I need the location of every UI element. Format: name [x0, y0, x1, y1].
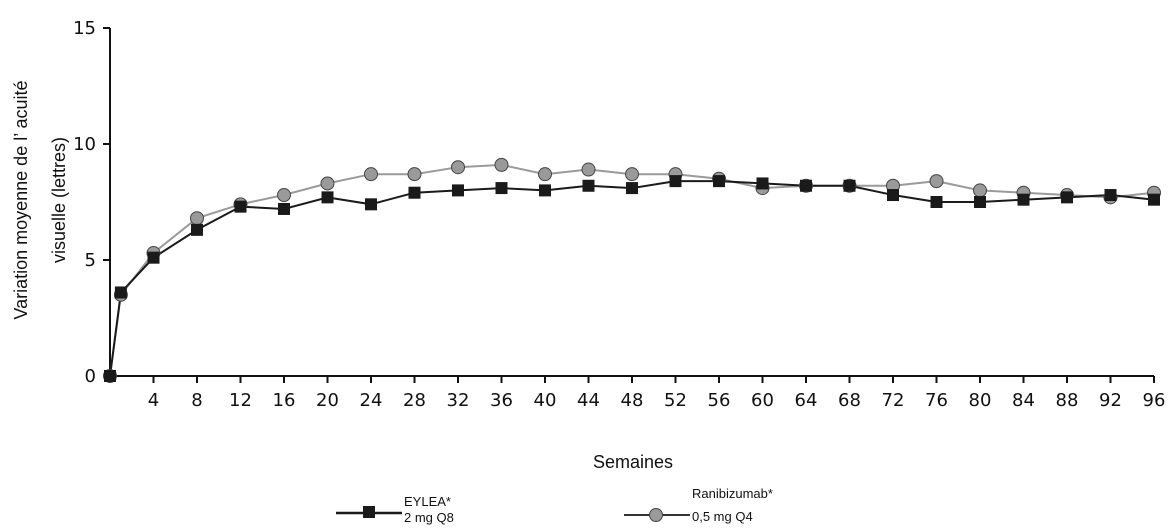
data-point-ranibizumab	[973, 183, 987, 198]
y-tick-label: 15	[73, 18, 96, 39]
legend-item-eylea: EYLEA* 2 mg Q8	[336, 494, 454, 525]
series-line-ranibizumab	[109, 163, 1155, 377]
data-point-eylea	[321, 191, 334, 204]
data-point-eylea	[887, 189, 899, 202]
legend-label-ranibizumab-line2: 0,5 mg Q4	[692, 509, 753, 524]
data-point-eylea	[626, 182, 638, 195]
y-tick-label: 10	[73, 134, 96, 155]
x-tick-label: 16	[273, 390, 296, 411]
data-point-ranibizumab	[190, 211, 204, 226]
x-tick-label: 24	[360, 390, 383, 411]
data-point-ranibizumab	[625, 167, 639, 182]
data-point-eylea	[669, 175, 682, 188]
data-point-eylea	[582, 179, 595, 192]
data-point-eylea	[1104, 189, 1117, 202]
data-point-eylea	[495, 182, 508, 195]
data-point-ranibizumab	[320, 176, 335, 191]
legend: EYLEA* 2 mg Q8 Ranibizumab* 0,5 mg Q4	[336, 486, 773, 525]
data-point-ranibizumab	[364, 167, 378, 182]
x-tick-label: 52	[664, 390, 687, 411]
x-tick-label: 28	[403, 390, 426, 411]
data-point-eylea	[147, 251, 160, 264]
data-point-ranibizumab	[494, 157, 509, 172]
data-point-eylea	[365, 198, 377, 211]
data-point-ranibizumab	[929, 174, 944, 189]
x-tick-label: 32	[447, 390, 470, 411]
x-tick-label: 60	[751, 390, 774, 411]
legend-label-eylea-line1: EYLEA*	[404, 494, 451, 509]
legend-label-eylea-line2: 2 mg Q8	[404, 510, 454, 525]
legend-marker-circle-icon	[649, 508, 663, 522]
series-layer	[103, 157, 1161, 383]
data-point-eylea	[1017, 193, 1030, 206]
data-point-eylea	[539, 184, 551, 197]
x-axis-label: Semaines	[593, 452, 673, 472]
x-tick-label: 68	[838, 390, 861, 411]
x-tick-label: 84	[1012, 390, 1035, 411]
legend-marker-square-icon	[363, 506, 375, 518]
data-point-eylea	[930, 196, 943, 208]
x-tick-label: 40	[534, 390, 557, 411]
x-tick-label: 4	[148, 390, 159, 411]
y-tick-label: 0	[85, 366, 96, 387]
data-point-eylea	[408, 186, 421, 199]
data-point-ranibizumab	[538, 167, 552, 182]
data-point-eylea	[713, 175, 725, 188]
data-point-ranibizumab	[277, 188, 291, 203]
data-point-eylea	[452, 184, 464, 197]
data-point-eylea	[843, 179, 856, 192]
x-tick-label: 36	[490, 390, 513, 411]
data-point-ranibizumab	[451, 160, 465, 175]
data-point-eylea	[278, 202, 290, 215]
x-tick-label: 92	[1099, 390, 1122, 411]
x-tick-label: 8	[191, 390, 202, 411]
y-axis-label-line1: Variation moyenne de l’ acuité	[11, 80, 31, 319]
x-tick-label: 44	[577, 390, 600, 411]
data-point-ranibizumab	[581, 162, 596, 177]
y-tick-label: 5	[85, 250, 96, 271]
data-point-eylea	[191, 223, 203, 236]
series-line-eylea	[109, 180, 1155, 377]
data-point-eylea	[234, 200, 247, 213]
x-tick-label: 20	[316, 390, 339, 411]
x-tick-label: 76	[925, 390, 948, 411]
data-point-eylea	[800, 179, 812, 192]
x-tick-label: 48	[621, 390, 644, 411]
data-point-eylea	[1148, 193, 1160, 206]
data-point-eylea	[756, 177, 769, 190]
data-point-ranibizumab	[407, 167, 422, 182]
x-tick-label: 72	[882, 390, 905, 411]
x-tick-label: 12	[229, 390, 252, 411]
x-tick-label: 88	[1056, 390, 1079, 411]
legend-item-ranibizumab: Ranibizumab* 0,5 mg Q4	[624, 486, 773, 524]
x-tick-label: 80	[969, 390, 992, 411]
x-tick-label: 56	[708, 390, 731, 411]
data-point-eylea	[974, 196, 986, 208]
data-point-eylea	[114, 286, 127, 299]
data-point-eylea	[1061, 191, 1073, 204]
y-axis-label-line2: visuelle (lettres)	[49, 137, 69, 263]
legend-label-ranibizumab-line1: Ranibizumab*	[692, 486, 773, 501]
x-tick-label: 96	[1143, 390, 1166, 411]
x-tick-label: 64	[795, 390, 818, 411]
data-point-eylea	[104, 370, 116, 382]
